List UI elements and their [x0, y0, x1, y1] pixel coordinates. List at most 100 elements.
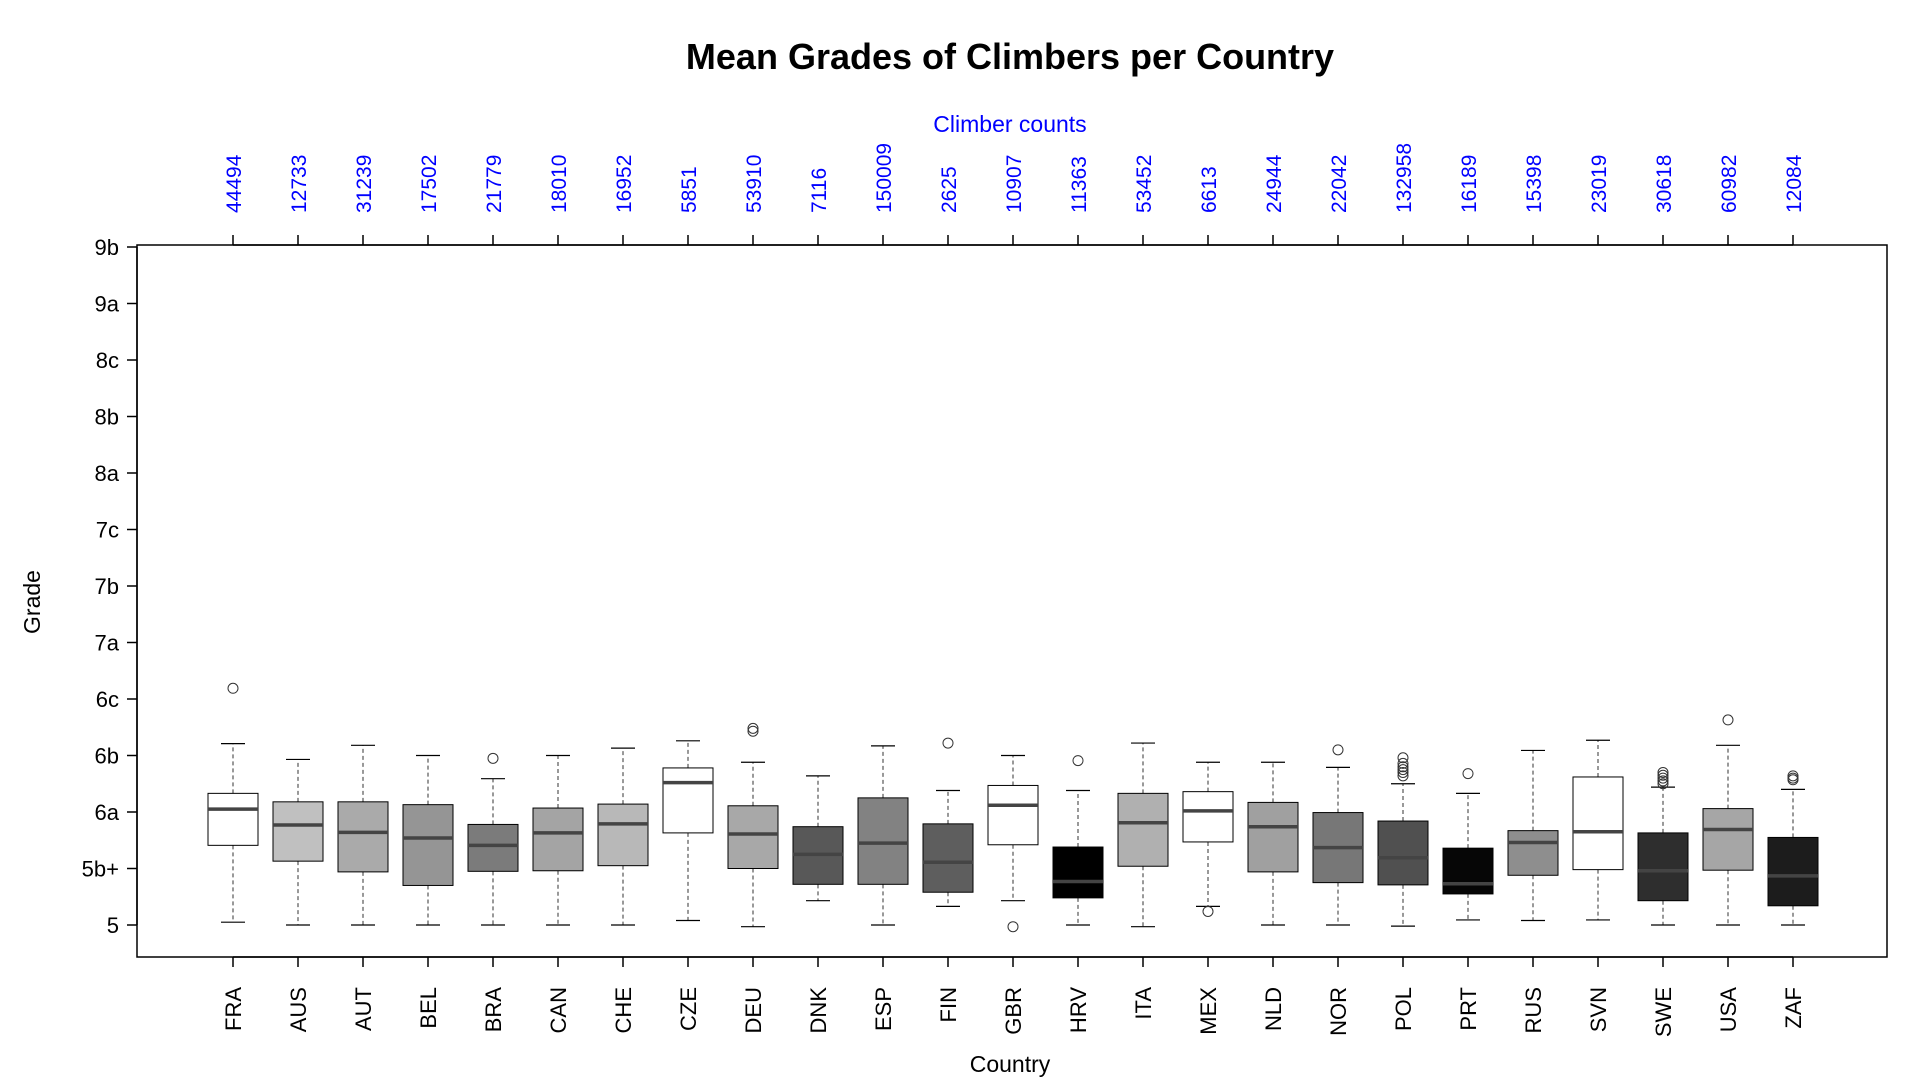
boxplot-rus [1507, 749, 1559, 922]
boxplot-nor [1312, 744, 1364, 926]
outlier-point [1332, 744, 1344, 756]
count-label: 12733 [288, 155, 311, 213]
box-iqr [207, 792, 259, 846]
x-tick-label: MEX [1196, 987, 1221, 1035]
outlier-point [942, 737, 954, 749]
boxplot-usa [1702, 714, 1754, 926]
x-tick-label: AUT [351, 987, 376, 1031]
x-tick-label: CHE [611, 987, 636, 1033]
outlier-point [1657, 769, 1669, 781]
y-tick-label: 6b [95, 744, 119, 769]
box-iqr [1507, 830, 1559, 876]
y-tick-label: 5 [107, 913, 119, 938]
count-label: 6613 [1198, 166, 1221, 213]
plot-frame [136, 244, 1888, 958]
outlier-point [1722, 714, 1734, 726]
count-label: 31239 [353, 155, 376, 213]
y-tick-label: 9a [95, 292, 120, 317]
boxplot-fin [922, 737, 974, 907]
count-label: 30618 [1653, 155, 1676, 213]
box-iqr [662, 767, 714, 834]
x-tick-label: AUS [286, 987, 311, 1032]
count-label: 17502 [418, 155, 441, 213]
count-label: 10907 [1003, 155, 1026, 213]
count-label: 2625 [938, 166, 961, 213]
count-label: 15398 [1523, 155, 1546, 213]
x-axis: FRA AUS AUT BEL BRA CAN CHE CZE DEU DNK ESP FIN GBR H… [221, 956, 1806, 1037]
y-tick-label: 5b+ [82, 857, 119, 882]
outlier-point [1397, 761, 1409, 773]
count-label: 7116 [808, 168, 831, 213]
x-axis-label: Country [970, 1051, 1051, 1077]
count-label: 22042 [1328, 155, 1351, 213]
box-iqr [272, 801, 324, 862]
boxplot-deu [727, 722, 779, 928]
box-iqr [1767, 836, 1819, 907]
x-tick-label: NLD [1261, 987, 1286, 1031]
count-label: 44494 [223, 154, 246, 213]
count-label: 132958 [1393, 143, 1416, 213]
box-iqr [727, 805, 779, 869]
box-iqr [1247, 801, 1299, 873]
count-label: 5851 [678, 166, 701, 213]
x-tick-label: DEU [741, 987, 766, 1033]
outlier-point [487, 752, 499, 764]
box-iqr [857, 797, 909, 885]
count-label: 21779 [483, 155, 506, 213]
boxplot-bel [402, 754, 454, 926]
boxplot-pol [1377, 752, 1429, 927]
count-label: 16952 [613, 155, 636, 213]
chart-title: Mean Grades of Climbers per Country [686, 36, 1334, 77]
count-label: 53452 [1133, 155, 1156, 213]
boxplot-nld [1247, 761, 1299, 926]
outlier-point [1657, 775, 1669, 787]
x-tick-label: SWE [1651, 987, 1676, 1037]
top-axis-label: Climber counts [933, 111, 1086, 137]
outlier-point [1657, 766, 1669, 778]
outlier-point [1007, 921, 1019, 933]
y-tick-label: 8b [95, 405, 119, 430]
outlier-point [1397, 766, 1409, 778]
top-axis: 44494 12733 31239 17502 21779 18010 16952 5851 5… [223, 143, 1806, 246]
count-label: 11363 [1068, 156, 1091, 213]
y-tick-label: 7a [95, 631, 120, 656]
boxplot-gbr [987, 754, 1039, 933]
outlier-point [1657, 778, 1669, 790]
boxplot-dnk [792, 775, 844, 902]
x-tick-label: ESP [871, 987, 896, 1031]
boxplot-hrv [1052, 755, 1104, 926]
box-iqr [532, 807, 584, 872]
box-iqr [1182, 791, 1234, 843]
outlier-point [747, 725, 759, 737]
box-iqr [1572, 776, 1624, 871]
boxplot-aut [337, 744, 389, 926]
count-label: 16189 [1458, 155, 1481, 213]
box-iqr [1442, 847, 1494, 895]
boxplot-svn [1572, 739, 1624, 921]
count-label: 12084 [1783, 154, 1806, 213]
boxplot-can [532, 754, 584, 926]
outlier-point [1202, 905, 1214, 917]
outlier-point [1397, 764, 1409, 776]
outlier-point [1397, 770, 1409, 782]
count-label: 18010 [548, 155, 571, 213]
x-tick-label: CZE [676, 987, 701, 1031]
x-tick-label: PRT [1456, 987, 1481, 1031]
x-tick-label: ZAF [1781, 987, 1806, 1029]
boxplot-che [597, 747, 649, 926]
x-tick-label: HRV [1066, 987, 1091, 1033]
outlier-point [1657, 772, 1669, 784]
boxplot-fra [207, 682, 259, 923]
y-tick-label: 6c [96, 687, 119, 712]
box-iqr [987, 784, 1039, 846]
x-tick-label: ITA [1131, 987, 1156, 1020]
boxplot-ita [1117, 742, 1169, 928]
x-tick-label: RUS [1521, 987, 1546, 1033]
x-tick-label: GBR [1001, 987, 1026, 1035]
count-label: 60982 [1718, 155, 1741, 213]
y-tick-label: 9b [95, 235, 119, 260]
boxplot-bra [467, 752, 519, 926]
boxplots [207, 682, 1819, 933]
x-tick-label: NOR [1326, 987, 1351, 1036]
